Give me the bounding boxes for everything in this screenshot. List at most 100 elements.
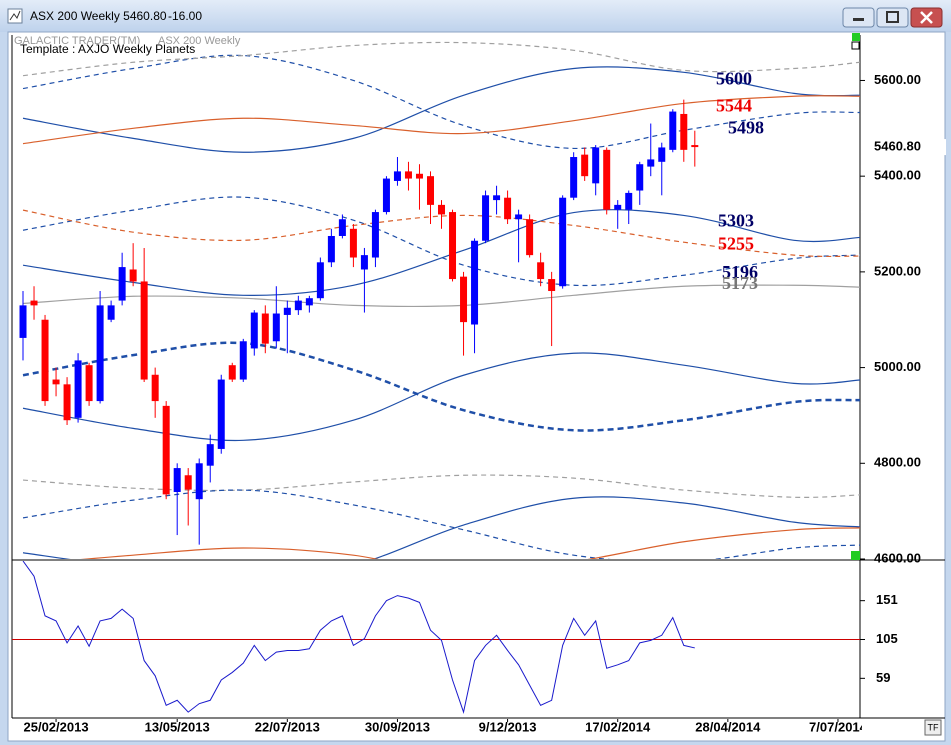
axes: 4600.00 4800.00 5000.00 5200.00 5400.00 5600.… — [716, 69, 946, 685]
candle-body — [96, 305, 104, 402]
candle-body — [327, 235, 335, 263]
last-price-label: 5460.80 — [874, 139, 921, 154]
candle-body — [636, 164, 644, 191]
level-label: 5544 — [716, 95, 752, 115]
candle-body — [30, 300, 38, 306]
y-tick-label: 151 — [876, 592, 898, 607]
y-tick-label: 105 — [876, 631, 898, 646]
candle-body — [438, 204, 446, 215]
candle-body — [526, 219, 534, 256]
candle-body — [570, 157, 578, 198]
level-label: 5173 — [722, 273, 758, 293]
date-axis: 25/02/2013 13/05/2013 22/07/2013 30/09/2013… — [24, 719, 868, 734]
candle-body — [360, 255, 368, 270]
candle-body — [85, 365, 93, 402]
candle-body — [658, 147, 666, 162]
planet-line — [22, 496, 860, 559]
level-label: 5498 — [728, 117, 764, 137]
candle-body — [250, 312, 258, 349]
client-area — [7, 31, 946, 742]
x-tick-label: 13/05/2013 — [145, 719, 210, 734]
y-tick-label: 5400.00 — [874, 168, 921, 183]
planet-line — [22, 489, 860, 559]
y-tick-label: 59 — [876, 670, 890, 685]
candle-body — [482, 195, 490, 241]
candle-body — [118, 267, 126, 301]
candle-body — [669, 111, 677, 150]
candle-body — [371, 212, 379, 258]
candle-body — [63, 384, 71, 421]
level-label: 5196 — [722, 262, 758, 282]
window-title: ASX 200 Weekly 5460.80 — [30, 9, 167, 23]
x-tick-label: 22/07/2013 — [255, 719, 320, 734]
candle-body — [393, 171, 401, 181]
candle-body — [52, 379, 60, 385]
candle-body — [559, 197, 567, 287]
planet-line — [22, 66, 860, 153]
candle-body — [338, 219, 346, 236]
candle-body — [625, 192, 633, 210]
candle-body — [239, 341, 247, 380]
y-tick-label: 4600.00 — [874, 550, 921, 565]
y-tick-label: 4800.00 — [874, 455, 921, 470]
candle-body — [217, 379, 225, 449]
candle-body — [460, 276, 468, 323]
candle-body — [272, 313, 280, 342]
candle-body — [74, 360, 82, 418]
planet-line — [22, 341, 860, 432]
template-label: Template : AXJO Weekly Planets — [20, 42, 195, 56]
minimize-button[interactable] — [842, 7, 875, 28]
planet-line — [80, 527, 860, 559]
candles — [19, 99, 699, 545]
candle-body — [382, 178, 390, 213]
panel-marker — [851, 551, 860, 560]
x-tick-label: 30/09/2013 — [365, 719, 430, 734]
x-tick-label: 25/02/2013 — [24, 719, 89, 734]
candle-body — [195, 463, 203, 500]
planet-line — [22, 95, 860, 145]
candle-body — [426, 176, 434, 205]
candle-body — [151, 374, 159, 402]
candle-body — [305, 298, 313, 306]
candle-body — [504, 197, 512, 220]
candle-body — [129, 269, 137, 282]
y-tick-label: 5000.00 — [874, 359, 921, 374]
candle-body — [537, 262, 545, 280]
candle-body — [581, 154, 589, 177]
candle-body — [603, 149, 611, 210]
window-icon-glyph — [9, 10, 21, 21]
candle-body — [19, 305, 27, 338]
level-label: 5303 — [718, 211, 754, 231]
maximize-glyph — [886, 11, 899, 23]
candle-body — [162, 405, 170, 495]
candle-body — [283, 307, 291, 315]
candle-body — [228, 365, 236, 380]
level-label: 5600 — [716, 69, 752, 89]
source-label: GALACTIC TRADER(TM) — [14, 35, 140, 47]
panel-toggle[interactable] — [851, 41, 860, 50]
x-tick-label: 7/07/2014 — [809, 719, 868, 734]
candle-body — [261, 313, 269, 344]
candle-body — [614, 204, 622, 210]
x-tick-label: 9/12/2013 — [479, 719, 537, 734]
candle-body — [349, 228, 357, 258]
minimize-glyph — [853, 18, 864, 21]
candle-body — [107, 305, 115, 320]
panel-marker — [852, 33, 860, 41]
maximize-button[interactable] — [876, 7, 909, 28]
y-tick-label: 5200.00 — [874, 263, 921, 278]
candle-body — [515, 214, 523, 220]
planet-line — [22, 209, 860, 258]
candle-body — [404, 171, 412, 179]
tf-button[interactable] — [924, 719, 942, 736]
candle-body — [415, 173, 423, 179]
candle-body — [680, 113, 688, 150]
candle-body — [206, 444, 214, 466]
candle-body — [647, 159, 655, 167]
instrument-label: ASX 200 Weekly — [158, 35, 241, 47]
tf-label: TF — [928, 722, 939, 732]
window-change: -16.00 — [168, 9, 202, 23]
candle-body — [493, 195, 501, 201]
